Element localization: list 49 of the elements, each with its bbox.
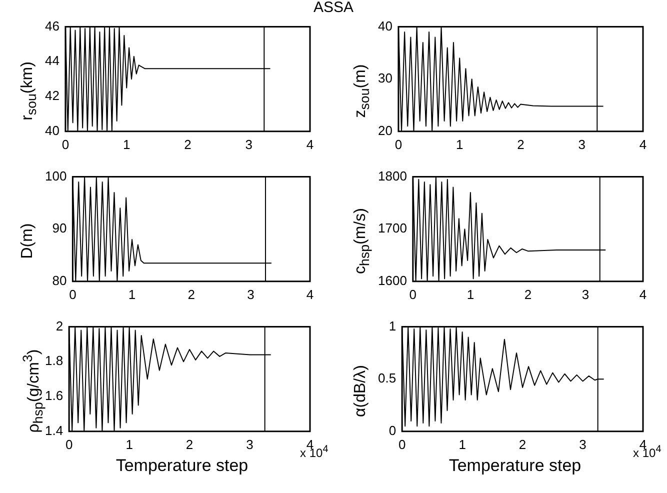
x-tick-label: 1 <box>126 436 133 452</box>
x-tick-label: 3 <box>578 136 586 152</box>
x-tick-label: 3 <box>245 136 252 152</box>
y-tick-label: 42 <box>44 88 60 104</box>
y-tick-label: 100 <box>44 168 67 184</box>
x-tick-label: 2 <box>184 136 192 152</box>
y-tick-label: 1.4 <box>44 422 64 438</box>
y-axis-title: α(dB/λ) <box>351 364 370 419</box>
y-tick-label: 1600 <box>378 272 407 288</box>
x-tick-label: 1 <box>466 286 474 302</box>
x-tick-label: 0 <box>69 286 76 302</box>
y-tick-label: 1.8 <box>44 353 64 368</box>
y-tick-label: 40 <box>378 18 392 34</box>
x-axis-title: Temperature step <box>448 456 582 475</box>
y-tick-label: 80 <box>52 272 67 288</box>
x-tick-label: 2 <box>188 286 195 302</box>
x-tick-label: 4 <box>639 286 647 302</box>
y-tick-label: 30 <box>378 70 392 86</box>
x-tick-label: 2 <box>524 286 532 302</box>
y-tick-label: 46 <box>44 18 60 34</box>
y-tick-label: 90 <box>52 220 67 236</box>
y-tick-label: 2 <box>56 318 64 334</box>
y-tick-label: 20 <box>378 122 392 138</box>
x-tick-label: 1 <box>122 136 130 152</box>
y-tick-label: 40 <box>44 122 60 138</box>
x-tick-label: 2 <box>518 436 526 452</box>
x-tick-label: 3 <box>246 436 254 452</box>
x-tick-label: 4 <box>639 136 647 152</box>
x-tick-label: 4 <box>306 286 314 302</box>
y-axis-title: D(m) <box>18 222 37 261</box>
x-tick-label: 2 <box>517 136 524 152</box>
y-tick-label: 0.5 <box>378 370 396 386</box>
x-tick-label: 3 <box>579 436 586 452</box>
y-tick-label: 1 <box>388 318 396 334</box>
y-tick-label: 1800 <box>378 168 407 184</box>
y-tick-label: 1.6 <box>44 388 64 404</box>
x-tick-label: 2 <box>186 436 194 452</box>
chart-title: ASSA <box>312 0 355 16</box>
y-tick-label: 1700 <box>378 220 407 236</box>
x-tick-label: 1 <box>128 286 136 302</box>
x-tick-label: 1 <box>458 436 466 452</box>
x-tick-label: 4 <box>306 136 314 152</box>
y-tick-label: 44 <box>44 53 60 68</box>
x-tick-label: 1 <box>456 136 464 152</box>
x-axis-title: Temperature step <box>116 456 248 475</box>
y-tick-label: 0 <box>388 422 396 438</box>
x-tick-label: 3 <box>582 286 590 302</box>
x-tick-label: 0 <box>409 286 417 302</box>
x-tick-label: 3 <box>247 286 254 302</box>
